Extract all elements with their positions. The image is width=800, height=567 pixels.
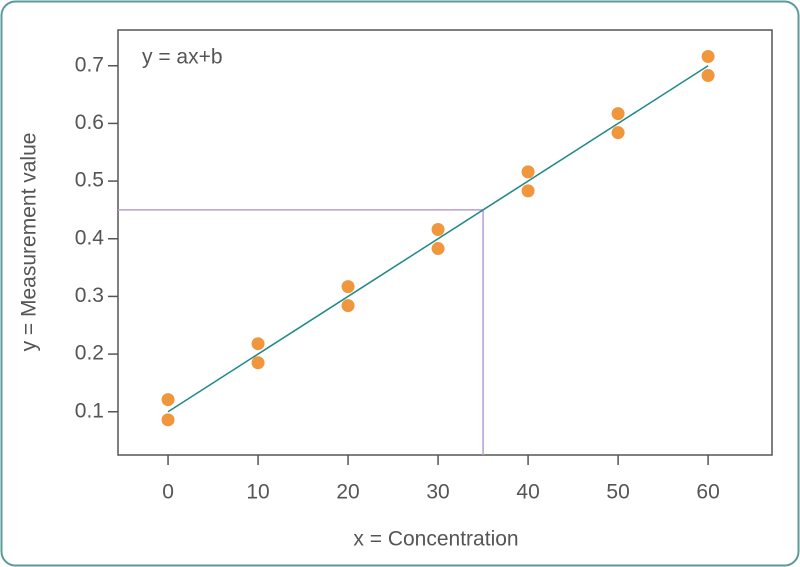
data-point bbox=[701, 69, 715, 83]
y-tick-label: 0.2 bbox=[75, 342, 104, 365]
data-point bbox=[521, 165, 535, 179]
x-tick-label: 60 bbox=[696, 481, 719, 504]
y-tick-label: 0.5 bbox=[75, 169, 104, 192]
data-point bbox=[611, 107, 625, 121]
y-tick-label: 0.1 bbox=[75, 399, 104, 422]
x-tick-label: 10 bbox=[246, 481, 269, 504]
data-point bbox=[251, 337, 265, 351]
x-tick-label: 40 bbox=[516, 481, 539, 504]
plot-frame bbox=[117, 29, 773, 456]
x-tick-label: 0 bbox=[162, 481, 174, 504]
data-point bbox=[251, 356, 265, 370]
x-tick-label: 30 bbox=[426, 481, 449, 504]
y-axis-label: y = Measurement value bbox=[18, 133, 41, 352]
x-axis-label: x = Concentration bbox=[353, 528, 518, 551]
data-point bbox=[521, 184, 535, 198]
data-point bbox=[161, 413, 175, 427]
data-point bbox=[611, 126, 625, 140]
data-point bbox=[431, 242, 445, 256]
fit-line bbox=[167, 65, 709, 413]
data-point bbox=[341, 280, 355, 294]
x-tick-label: 20 bbox=[336, 481, 359, 504]
data-point bbox=[701, 50, 715, 64]
y-tick-label: 0.6 bbox=[75, 111, 104, 134]
data-point bbox=[341, 299, 355, 313]
data-point bbox=[431, 223, 445, 237]
annotation: y = ax+b bbox=[142, 46, 223, 69]
y-tick-label: 0.7 bbox=[75, 53, 104, 76]
y-tick-label: 0.3 bbox=[75, 284, 104, 307]
x-tick-label: 50 bbox=[606, 481, 629, 504]
data-point bbox=[161, 393, 175, 407]
y-tick-label: 0.4 bbox=[75, 226, 105, 249]
